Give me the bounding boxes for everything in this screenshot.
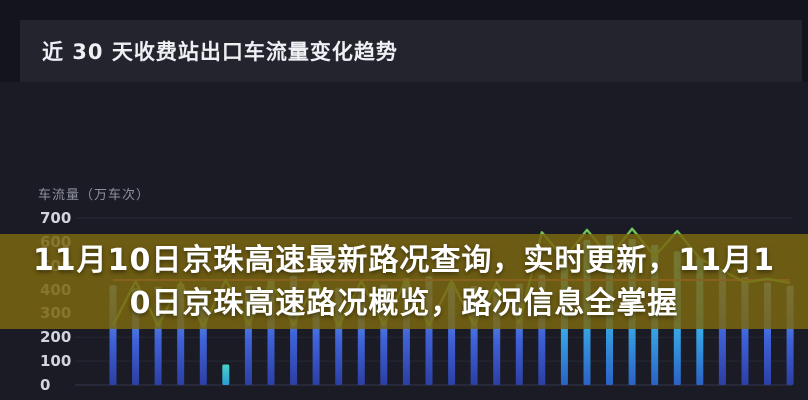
y-axis-title: 车流量（万车次） [38,188,151,203]
chart-title: 近 30 天收费站出口车流量变化趋势 [42,40,398,64]
chart-header: 近 30 天收费站出口车流量变化趋势 [20,20,802,82]
y-tick-label: 100 [40,352,72,371]
news-banner-overlay: 11月10日京珠高速最新路况查询，实时更新，11月1 0日京珠高速路况概览，路况… [0,234,808,329]
x-tick-label: 09月11日 [63,396,163,400]
x-tick-label: 10月02日 [537,396,637,400]
banner-line-1: 11月10日京珠高速最新路况查询，实时更新，11月1 [32,242,776,278]
chart-panel: 车流量（万车次） 0100200300400500600700 09月11日09… [0,82,808,400]
x-tick-label: 09月18日 [221,396,321,400]
y-tick-label: 200 [40,328,72,347]
x-tick-label: 10月09日 [695,396,795,400]
x-tick-label: 09月25日 [379,396,479,400]
y-tick-label: 0 [40,376,51,394]
y-tick-label: 700 [40,209,72,227]
banner-line-2: 0日京珠高速路况概览，路况信息全掌握 [129,285,679,321]
